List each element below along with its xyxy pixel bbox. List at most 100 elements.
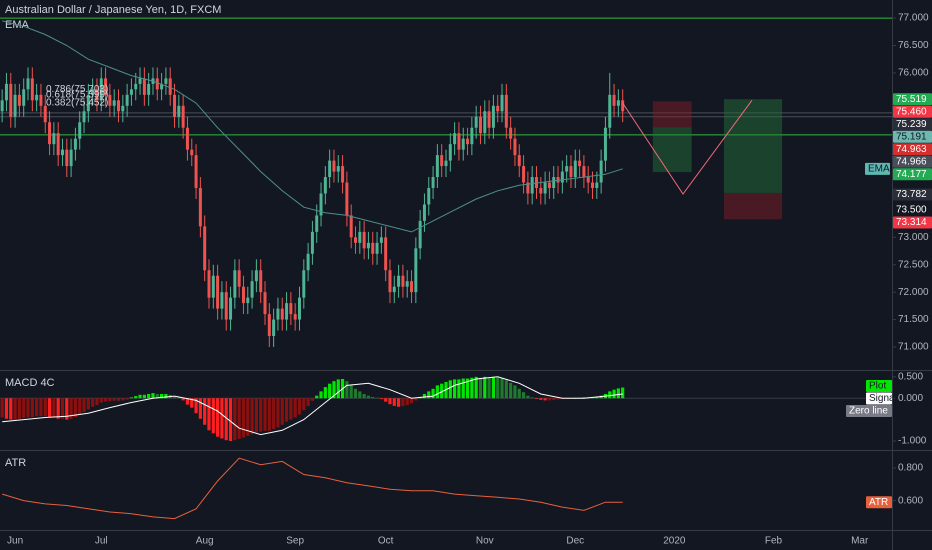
candle-body bbox=[220, 292, 224, 309]
candle-body bbox=[155, 78, 159, 90]
price-tag: 75.191 bbox=[896, 131, 927, 142]
candle-body bbox=[513, 138, 517, 156]
histogram-bar bbox=[78, 398, 82, 415]
fib-label: 0.382(75.452) bbox=[46, 98, 108, 109]
candle-body bbox=[224, 292, 228, 320]
x-tick-label: Feb bbox=[765, 536, 783, 547]
candle-body bbox=[578, 160, 582, 167]
y-tick-label: 72.500 bbox=[898, 259, 929, 270]
histogram-bar bbox=[448, 380, 452, 399]
histogram-bar bbox=[345, 381, 349, 399]
histogram-bar bbox=[504, 380, 508, 399]
histogram-bar bbox=[95, 398, 99, 406]
price-tag-bg bbox=[893, 188, 932, 201]
candle-body bbox=[444, 160, 448, 167]
histogram-bar bbox=[491, 376, 496, 399]
candle-body bbox=[388, 270, 392, 293]
candle-body bbox=[547, 182, 551, 189]
histogram-bar bbox=[99, 398, 103, 403]
candle-body bbox=[147, 83, 151, 95]
histogram-bar bbox=[17, 398, 21, 419]
histogram-bar bbox=[39, 398, 43, 417]
candle-body bbox=[332, 160, 336, 172]
candle-body bbox=[272, 319, 276, 337]
y-tick-label: 76.500 bbox=[898, 40, 929, 51]
candle-body bbox=[457, 133, 461, 150]
histogram-bar bbox=[43, 398, 47, 417]
y-tick-label: 0.800 bbox=[898, 463, 923, 474]
candle-body bbox=[431, 177, 435, 189]
candle-body bbox=[522, 166, 526, 183]
histogram-bar bbox=[427, 391, 431, 399]
arrow-path bbox=[622, 100, 753, 195]
candle-body bbox=[198, 188, 202, 227]
histogram-bar bbox=[86, 398, 90, 410]
candle-body bbox=[410, 281, 414, 293]
candle-body bbox=[229, 297, 233, 320]
histogram-bar bbox=[517, 388, 521, 399]
candle-body bbox=[569, 166, 573, 178]
histogram-bar bbox=[392, 398, 396, 406]
price-tag: 75.239 bbox=[896, 119, 927, 130]
histogram-bar bbox=[319, 391, 323, 399]
candle-body bbox=[362, 231, 366, 249]
candle-body bbox=[552, 177, 556, 189]
candle-body bbox=[48, 122, 52, 145]
candle-body bbox=[142, 78, 146, 95]
histogram-bar bbox=[172, 396, 177, 399]
histogram-bar bbox=[108, 398, 112, 402]
histogram-bar bbox=[616, 388, 620, 399]
legend-tag: Signal bbox=[869, 393, 897, 404]
histogram-bar bbox=[203, 398, 207, 425]
histogram-bar bbox=[267, 398, 271, 431]
candle-body bbox=[354, 237, 358, 243]
histogram-bar bbox=[220, 398, 224, 439]
histogram-bar bbox=[539, 398, 543, 400]
candle-body bbox=[177, 105, 181, 117]
histogram-bar bbox=[56, 398, 60, 419]
histogram-bar bbox=[147, 393, 151, 399]
candle-body bbox=[216, 275, 220, 309]
candle-body bbox=[466, 138, 470, 145]
histogram-bar bbox=[543, 398, 547, 401]
histogram-bar bbox=[530, 397, 534, 399]
plot-layer: EMA 0.786(75.703)0.618(75.599)0.382(75.45… bbox=[0, 13, 932, 547]
histogram-bar bbox=[116, 398, 121, 401]
histogram-bar bbox=[13, 398, 17, 420]
histogram-bar bbox=[164, 393, 168, 399]
candle-body bbox=[500, 94, 504, 112]
price-tag: 75.460 bbox=[896, 106, 927, 117]
price-tag-bg bbox=[893, 143, 932, 156]
fib-label: 0.786(75.703) bbox=[46, 84, 108, 95]
histogram-bar bbox=[112, 398, 116, 401]
candle-body bbox=[259, 270, 263, 293]
legend-tag: Plot bbox=[869, 381, 886, 392]
histogram-bar bbox=[241, 398, 246, 438]
histogram-bar bbox=[336, 379, 340, 399]
candle-body bbox=[310, 231, 314, 254]
histogram-bar bbox=[142, 394, 146, 399]
candle-body bbox=[461, 138, 465, 150]
candle-body bbox=[612, 94, 616, 106]
candle-body bbox=[366, 242, 370, 249]
histogram-bar bbox=[422, 393, 427, 399]
histogram-bar bbox=[250, 398, 254, 435]
candle-body bbox=[185, 127, 189, 150]
price-tag-bg bbox=[893, 168, 932, 181]
x-tick-label: Aug bbox=[196, 536, 214, 547]
candle-body bbox=[263, 292, 267, 315]
histogram-bar bbox=[276, 398, 280, 428]
histogram-bar bbox=[35, 398, 39, 417]
histogram-bar bbox=[362, 393, 366, 399]
histogram-bar bbox=[388, 398, 392, 405]
histogram-bar bbox=[272, 398, 276, 430]
candle-body bbox=[241, 286, 245, 304]
candle-body bbox=[104, 78, 108, 95]
histogram-bar bbox=[151, 393, 155, 399]
position-profit bbox=[652, 127, 692, 173]
price-tag: 73.314 bbox=[896, 217, 927, 228]
price-tag: 73.782 bbox=[896, 189, 927, 200]
candle-body bbox=[129, 89, 133, 95]
x-tick-label: Mar bbox=[851, 536, 869, 547]
